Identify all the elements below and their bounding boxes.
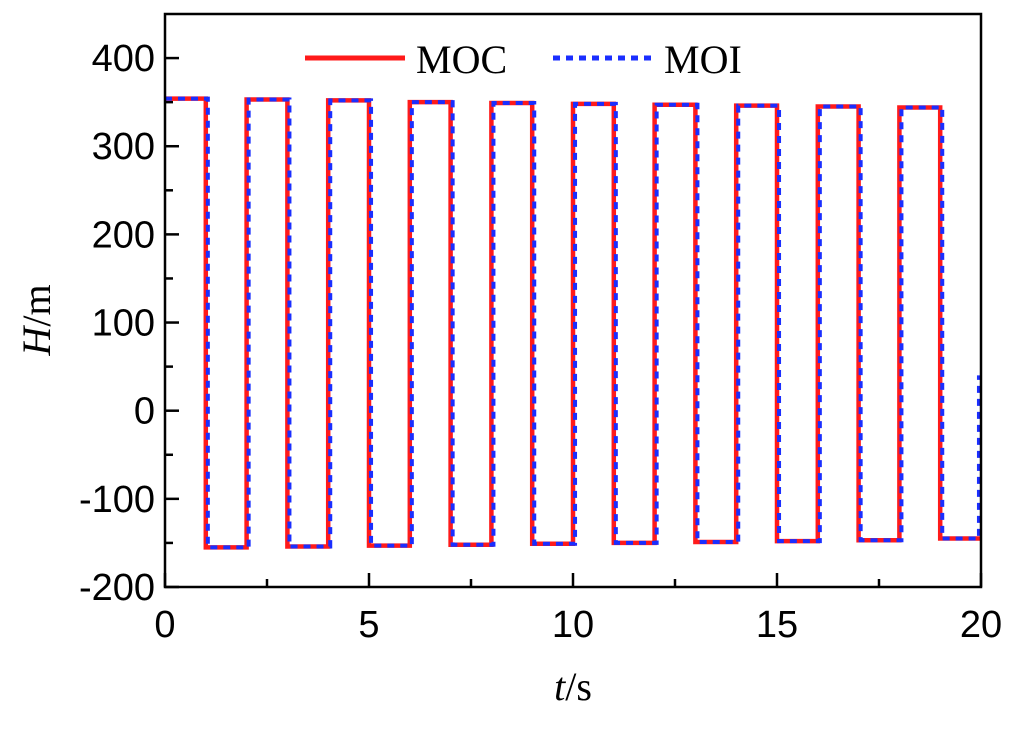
y-axis-title: H/m — [14, 284, 59, 356]
series-line-moc — [165, 96, 981, 550]
legend: MOC MOI — [305, 37, 742, 82]
x-axis-title: t/s — [554, 664, 592, 709]
x-tick-label: 5 — [358, 604, 379, 646]
y-tick-label: 100 — [92, 303, 155, 345]
series-layer — [165, 96, 981, 550]
y-tick-label: 0 — [134, 391, 155, 433]
x-tick-label: 0 — [154, 604, 175, 646]
series-line-moi — [165, 96, 981, 550]
plot-frame — [163, 12, 983, 589]
y-tick-label: -200 — [79, 567, 155, 609]
x-tick-label: 10 — [552, 604, 594, 646]
ticks-layer: 0 5 10 15 20 -200 -100 0 100 200 300 400 — [79, 38, 1002, 646]
y-tick-label: -100 — [79, 479, 155, 521]
y-tick-label: 200 — [92, 214, 155, 256]
y-tick-label: 300 — [92, 126, 155, 168]
y-tick-label: 400 — [92, 38, 155, 80]
legend-label-moi: MOI — [664, 37, 742, 82]
x-tick-label: 20 — [960, 604, 1002, 646]
legend-label-moc: MOC — [416, 37, 507, 82]
x-tick-label: 15 — [756, 604, 798, 646]
